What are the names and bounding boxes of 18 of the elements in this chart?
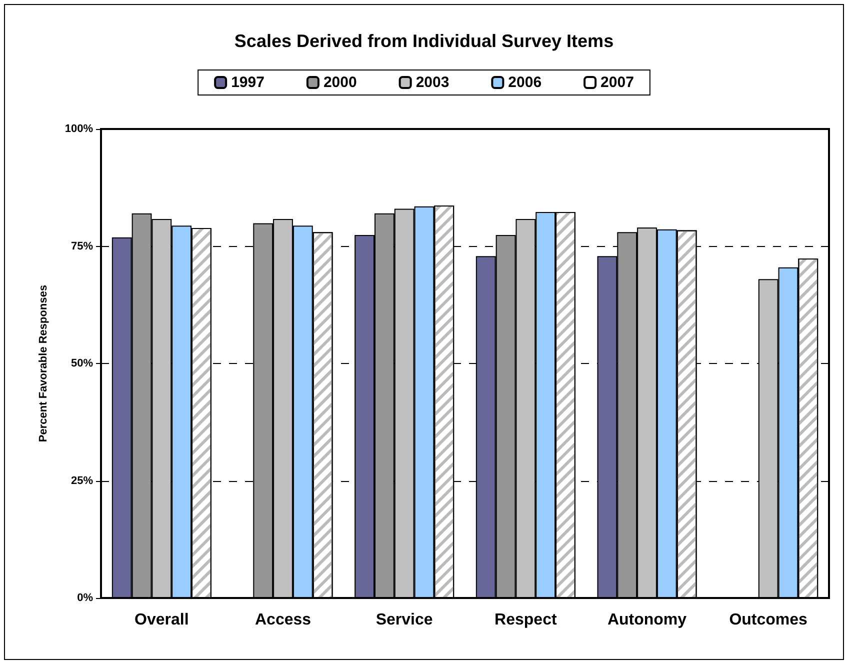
- y-tick-label: 25%: [70, 474, 94, 487]
- y-tick-label: 100%: [64, 123, 94, 135]
- legend-label: 2003: [416, 74, 450, 91]
- x-tick-label: Respect: [494, 612, 558, 628]
- chart-title: Scales Derived from Individual Survey Items: [234, 31, 614, 51]
- legend-label: 1997: [231, 74, 264, 91]
- x-tick-label: Service: [376, 612, 433, 628]
- y-tick-label: 75%: [70, 240, 94, 252]
- legend-label: 2007: [600, 74, 634, 91]
- x-tick-label: Access: [254, 612, 312, 628]
- legend-label: 2006: [508, 74, 542, 91]
- legend-label: 2000: [323, 74, 357, 91]
- y-axis-title: Percent Favorable Responses: [38, 284, 50, 442]
- x-tick-label: Overall: [134, 612, 189, 628]
- y-tick-label: 50%: [70, 358, 94, 370]
- y-tick-label: 0%: [77, 592, 94, 604]
- x-tick-label: Outcomes: [729, 612, 808, 628]
- x-tick-label: Autonomy: [607, 612, 687, 628]
